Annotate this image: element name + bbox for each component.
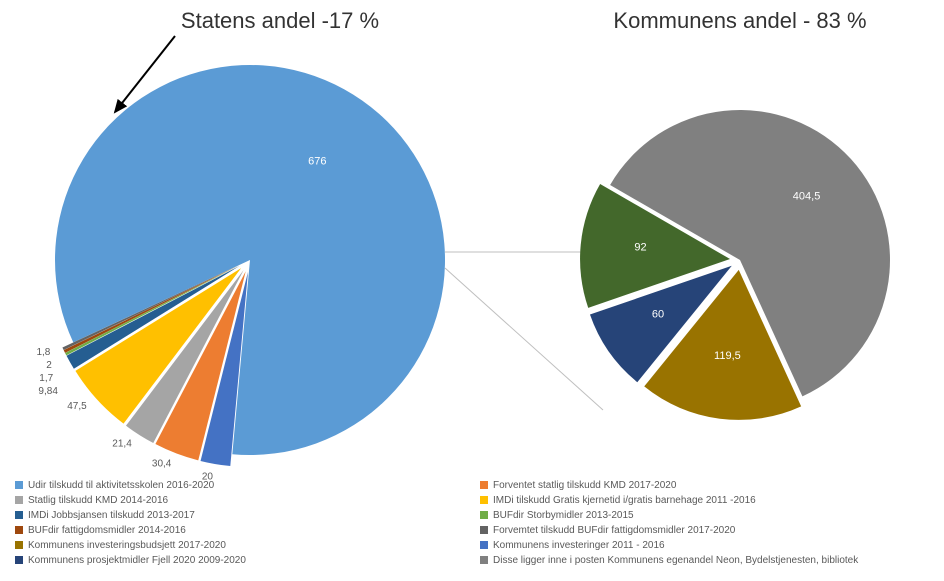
legend-swatch-0-1 — [15, 496, 23, 504]
legend-swatch-1-2 — [480, 511, 488, 519]
title-left: Statens andel -17 % — [181, 8, 379, 33]
legend-swatch-1-5 — [480, 556, 488, 564]
legend-swatch-1-4 — [480, 541, 488, 549]
legend-swatch-0-0 — [15, 481, 23, 489]
legend-swatch-0-3 — [15, 526, 23, 534]
right_pie-label-1: 119,5 — [714, 350, 741, 362]
left_pie-label-4: 47,5 — [67, 401, 87, 412]
legend-text-1-4: Kommunens investeringer 2011 - 2016 — [493, 540, 665, 551]
legend-text-0-2: IMDi Jobbsjansen tilskudd 2013-2017 — [28, 510, 195, 521]
left_pie-label-7: 2 — [46, 360, 52, 371]
legend-text-1-2: BUFdir Storbymidler 2013-2015 — [493, 510, 634, 521]
legend-swatch-1-0 — [480, 481, 488, 489]
legend-text-1-0: Forventet statlig tilskudd KMD 2017-2020 — [493, 480, 677, 491]
connector-line-bottom — [445, 268, 603, 410]
left_pie-label-3: 21,4 — [112, 439, 132, 450]
legend-text-0-4: Kommunens investeringsbudsjett 2017-2020 — [28, 540, 226, 551]
legend-text-0-5: Kommunens prosjektmidler Fjell 2020 2009… — [28, 555, 246, 566]
legend-text-1-5: Disse ligger inne i posten Kommunens ege… — [493, 555, 859, 566]
legend-text-0-0: Udir tilskudd til aktivitetsskolen 2016-… — [28, 480, 215, 491]
legend-text-0-1: Statlig tilskudd KMD 2014-2016 — [28, 495, 169, 506]
left_pie-label-5: 9,84 — [38, 386, 58, 397]
legend-swatch-1-1 — [480, 496, 488, 504]
title-right: Kommunens andel - 83 % — [613, 8, 866, 33]
legend-swatch-0-5 — [15, 556, 23, 564]
legend-swatch-0-2 — [15, 511, 23, 519]
left_pie-label-0: 676 — [308, 155, 326, 167]
chart-canvas: 6762030,421,447,59,841,721,8404,5119,560… — [0, 0, 944, 581]
legend-text-1-1: IMDi tilskudd Gratis kjernetid i/gratis … — [493, 495, 756, 506]
legend-text-0-3: BUFdir fattigdomsmidler 2014-2016 — [28, 525, 186, 536]
left_pie-label-6: 1,7 — [39, 373, 53, 384]
legend-swatch-0-4 — [15, 541, 23, 549]
right_pie-label-2: 60 — [652, 308, 664, 320]
right_pie-label-0: 404,5 — [793, 190, 821, 202]
legend-text-1-3: Forvemtet tilskudd BUFdir fattigdomsmidl… — [493, 525, 736, 536]
legend-swatch-1-3 — [480, 526, 488, 534]
right_pie-label-3: 92 — [634, 241, 646, 253]
left_pie-label-2: 30,4 — [152, 459, 172, 470]
left_pie-label-8: 1,8 — [36, 347, 50, 358]
